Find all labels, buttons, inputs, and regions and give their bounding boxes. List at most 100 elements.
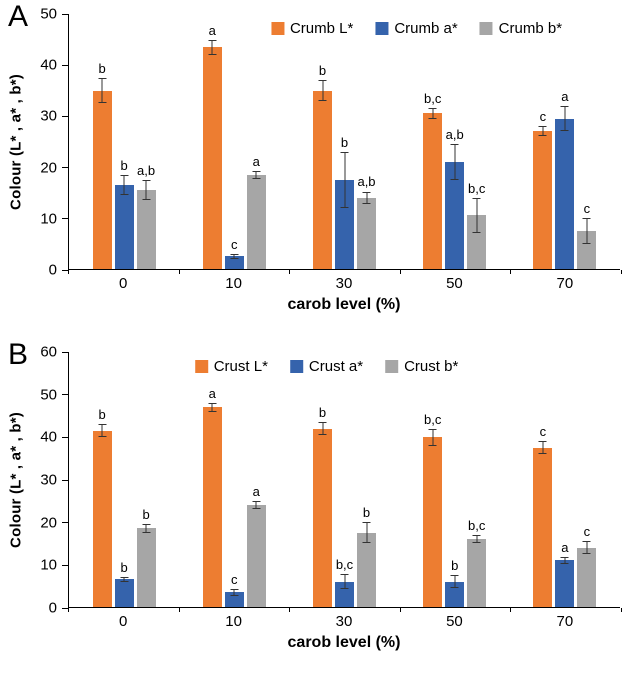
legend: Crumb L* Crumb a* Crumb b* bbox=[270, 20, 562, 37]
y-tick-mark bbox=[62, 167, 68, 169]
error-bar bbox=[366, 522, 367, 544]
bar bbox=[533, 131, 553, 269]
significance-label: b,c bbox=[424, 91, 442, 107]
y-tick-label: 30 bbox=[40, 107, 57, 125]
bar bbox=[92, 90, 112, 269]
x-axis-labels: 0 10 30 50 70 bbox=[68, 613, 620, 630]
x-tick-mark bbox=[68, 608, 69, 612]
legend-item: Crumb L* bbox=[270, 20, 353, 37]
panel-label-a: A bbox=[8, 0, 29, 33]
bar bbox=[423, 437, 443, 607]
bar-slot: a bbox=[202, 352, 222, 607]
legend-swatch bbox=[385, 360, 399, 373]
error-bar bbox=[101, 424, 103, 437]
bar bbox=[533, 447, 553, 607]
bar-slot: c bbox=[224, 14, 244, 269]
bar bbox=[224, 592, 244, 607]
bar bbox=[114, 579, 134, 607]
bar-slot: a bbox=[202, 14, 222, 269]
bar-slot: b bbox=[445, 352, 465, 607]
y-tick-mark bbox=[62, 564, 68, 566]
bar-group: a c a bbox=[179, 14, 289, 269]
bar bbox=[202, 47, 222, 269]
bar-slot: b bbox=[114, 352, 134, 607]
bar-slot: b,c bbox=[467, 352, 487, 607]
y-tick-label: 20 bbox=[40, 159, 57, 177]
x-tick-label: 70 bbox=[556, 275, 574, 292]
y-tick-mark bbox=[62, 522, 68, 524]
error-bar bbox=[542, 441, 544, 454]
significance-label: c bbox=[231, 236, 238, 252]
y-tick-label: 50 bbox=[40, 5, 57, 23]
error-bar bbox=[322, 80, 323, 101]
bar bbox=[423, 113, 443, 269]
error-bar bbox=[476, 197, 478, 234]
bar-slot: b bbox=[136, 352, 156, 607]
error-bar bbox=[123, 577, 125, 582]
significance-label: a,b bbox=[357, 174, 376, 190]
error-bar bbox=[211, 39, 213, 55]
significance-label: b bbox=[98, 407, 106, 423]
x-tick-mark bbox=[621, 608, 622, 612]
legend-item: Crust a* bbox=[289, 358, 364, 375]
significance-label: a,b bbox=[137, 162, 156, 178]
plot-area: Crumb L* Crumb a* Crumb b* b b a,b a c a b b a,b b,… bbox=[68, 14, 620, 270]
bar bbox=[202, 407, 222, 607]
bar bbox=[246, 505, 266, 607]
significance-label: b,c bbox=[468, 517, 486, 533]
bar-group: b b b bbox=[69, 352, 179, 607]
bar-groups: b b a,b a c a b b a,b b,c a,b b,c c a c bbox=[69, 14, 620, 269]
error-bar bbox=[432, 428, 434, 446]
bar-slot: b bbox=[335, 14, 354, 269]
error-bar bbox=[432, 108, 434, 119]
significance-label: c bbox=[539, 109, 547, 125]
bar bbox=[555, 560, 575, 607]
y-tick-mark bbox=[62, 269, 68, 271]
bar bbox=[467, 215, 487, 269]
significance-label: b bbox=[362, 505, 371, 520]
chart-panel-b: B Colour (L* , a* , b*) 0 10 20 30 40 50 60 Cr… bbox=[0, 338, 640, 674]
significance-label: a bbox=[561, 539, 569, 555]
bar-group: b b a,b bbox=[69, 14, 179, 269]
error-bar bbox=[101, 77, 103, 104]
bar-group: a c a bbox=[179, 352, 289, 607]
significance-label: a bbox=[208, 22, 216, 38]
bar-slot: c bbox=[224, 352, 244, 607]
bar-slot: a bbox=[246, 352, 266, 607]
error-bar bbox=[586, 541, 588, 554]
significance-label: b bbox=[318, 63, 327, 79]
significance-label: c bbox=[539, 424, 547, 440]
legend-swatch bbox=[375, 22, 389, 35]
y-tick-label: 0 bbox=[48, 599, 57, 617]
bar bbox=[313, 90, 332, 269]
bar-slot: a,b bbox=[445, 14, 465, 269]
x-tick-label: 70 bbox=[556, 613, 574, 630]
significance-label: b bbox=[451, 558, 459, 574]
bar-slot: b,c bbox=[423, 352, 443, 607]
x-tick-label: 0 bbox=[119, 613, 128, 630]
error-bar bbox=[255, 170, 257, 179]
y-tick-mark bbox=[62, 479, 68, 481]
bar-slot: c bbox=[577, 352, 597, 607]
legend: Crust L* Crust a* Crust b* bbox=[194, 358, 458, 375]
x-tick-mark bbox=[510, 270, 512, 274]
error-bar bbox=[322, 422, 323, 435]
bar-slot: a bbox=[246, 14, 266, 269]
bar bbox=[467, 539, 487, 607]
bar-slot: b bbox=[92, 352, 112, 607]
y-tick-label: 60 bbox=[40, 343, 57, 361]
y-tick-label: 0 bbox=[48, 261, 57, 279]
x-tick-mark bbox=[621, 270, 622, 274]
bar-slot: b bbox=[92, 14, 112, 269]
x-tick-mark bbox=[510, 608, 512, 612]
plot-area: Crust L* Crust a* Crust b* b b b a c a b b,c b b,c b… bbox=[68, 352, 620, 608]
legend-label: Crust a* bbox=[308, 358, 364, 375]
y-tick-label: 40 bbox=[40, 56, 57, 74]
x-tick-mark bbox=[399, 270, 401, 274]
x-tick-mark bbox=[178, 608, 180, 612]
significance-label: b,c bbox=[468, 180, 486, 196]
x-tick-label: 10 bbox=[225, 275, 242, 292]
x-tick-mark bbox=[178, 270, 180, 274]
